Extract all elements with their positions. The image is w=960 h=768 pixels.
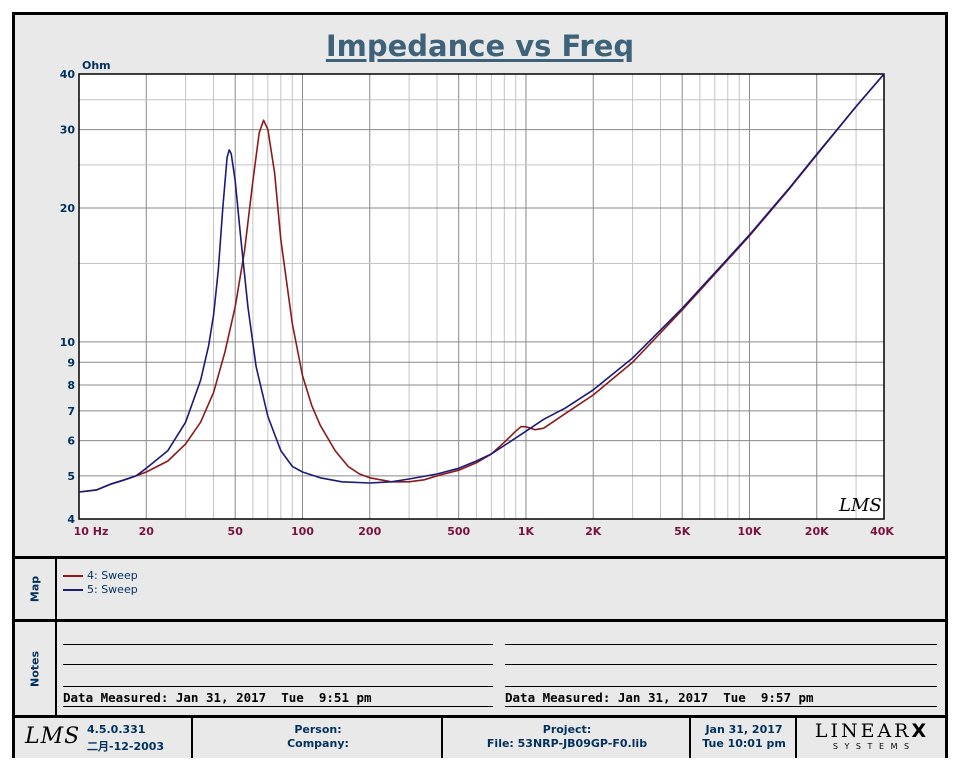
y-axis-unit: Ohm bbox=[82, 59, 111, 72]
note-line-right-2 bbox=[505, 664, 937, 665]
y-tick-label: 8 bbox=[67, 379, 75, 392]
brand-cell: LINEARX S Y S T E M S bbox=[795, 718, 947, 758]
project-label: Project: bbox=[542, 723, 592, 736]
y-tick-label: 40 bbox=[60, 68, 76, 81]
lms-watermark: LMS bbox=[838, 495, 882, 516]
footer-logo-cell: LMS 4.5.0.331 二月-12-2003 bbox=[15, 718, 191, 758]
x-tick-label: 1K bbox=[518, 525, 535, 538]
series-line-4 bbox=[78, 73, 885, 493]
y-tick-label: 4 bbox=[67, 513, 75, 526]
person-label: Person: bbox=[294, 723, 342, 736]
note-line-left-3 bbox=[63, 686, 493, 687]
legend-item-5: 5: Sweep bbox=[63, 583, 138, 596]
x-tick-label: 50 bbox=[228, 525, 244, 538]
legend-label-4: 4: Sweep bbox=[87, 569, 138, 582]
report-frame: Impedance vs Freq Ohm 10 Hz 20 50 100 200 500… bbox=[12, 12, 948, 758]
x-tick-label: 40K bbox=[870, 525, 894, 538]
x-tick-label: 10 Hz bbox=[74, 525, 109, 538]
brand-name: LINEAR bbox=[814, 720, 912, 742]
datetime-cell: Jan 31, 2017 Tue 10:01 pm bbox=[689, 718, 797, 758]
x-tick-label: 200 bbox=[358, 525, 381, 538]
footer-date: Jan 31, 2017 bbox=[705, 723, 783, 736]
project-cell: Project: File: 53NRP-JB09GP-F0.lib bbox=[441, 718, 691, 758]
person-cell: Person: Company: bbox=[191, 718, 443, 758]
legend-swatch-4 bbox=[63, 574, 83, 577]
plot-area bbox=[79, 74, 884, 519]
series-line-5 bbox=[78, 73, 885, 493]
y-tick-label: 30 bbox=[60, 124, 76, 137]
note-line-left-4 bbox=[63, 706, 493, 707]
note-line-left-2 bbox=[63, 664, 493, 665]
version: 4.5.0.331 bbox=[87, 723, 146, 736]
y-tick-label: 10 bbox=[60, 336, 76, 349]
legend-item-4: 4: Sweep bbox=[63, 569, 138, 582]
lms-logo: LMS bbox=[25, 724, 81, 749]
y-tick-label: 7 bbox=[67, 405, 75, 418]
brand-subtitle: S Y S T E M S bbox=[832, 742, 912, 751]
footer-time: Tue 10:01 pm bbox=[702, 737, 786, 750]
brand-logo: LINEARX bbox=[797, 721, 947, 741]
x-tick-label: 500 bbox=[447, 525, 470, 538]
note-line-right-1 bbox=[505, 644, 937, 645]
x-tick-label: 2K bbox=[585, 525, 602, 538]
x-tick-label: 100 bbox=[291, 525, 314, 538]
x-tick-label: 20K bbox=[805, 525, 829, 538]
notes-label: Notes bbox=[15, 622, 57, 715]
y-tick-label: 5 bbox=[67, 470, 75, 483]
y-tick-label: 9 bbox=[67, 356, 75, 369]
file-label: File: 53NRP-JB09GP-F0.lib bbox=[486, 737, 648, 750]
y-tick-label: 20 bbox=[60, 202, 76, 215]
plot-border bbox=[78, 73, 885, 520]
note-line-right-3 bbox=[505, 686, 937, 687]
chart-title: Impedance vs Freq bbox=[325, 29, 635, 63]
measured-left: Data Measured: Jan 31, 2017 Tue 9:51 pm bbox=[63, 690, 372, 705]
map-label: Map bbox=[15, 559, 57, 619]
note-line-right-4 bbox=[505, 706, 937, 707]
notes-section: Notes Data Measured: Jan 31, 2017 Tue 9:… bbox=[15, 619, 945, 715]
y-tick-label: 6 bbox=[67, 435, 75, 448]
x-tick-label: 5K bbox=[674, 525, 691, 538]
impedance-chart: 10 Hz 20 50 100 200 500 1K 2K 5K 10K 20K 40K 4 5 6 7 8 9 1… bbox=[60, 68, 895, 538]
legend-swatch-5 bbox=[63, 588, 83, 591]
x-tick-label: 10K bbox=[738, 525, 762, 538]
x-tick-label: 20 bbox=[139, 525, 155, 538]
brand-x: X bbox=[911, 720, 930, 742]
note-line-left-1 bbox=[63, 644, 493, 645]
map-section: Map 4: Sweep 5: Sweep bbox=[15, 556, 945, 619]
footer-bar: LMS 4.5.0.331 二月-12-2003 Person: Company… bbox=[15, 715, 945, 758]
version-date: 二月-12-2003 bbox=[87, 740, 165, 753]
company-label: Company: bbox=[287, 737, 349, 750]
measured-right: Data Measured: Jan 31, 2017 Tue 9:57 pm bbox=[505, 690, 814, 705]
legend-label-5: 5: Sweep bbox=[87, 583, 138, 596]
